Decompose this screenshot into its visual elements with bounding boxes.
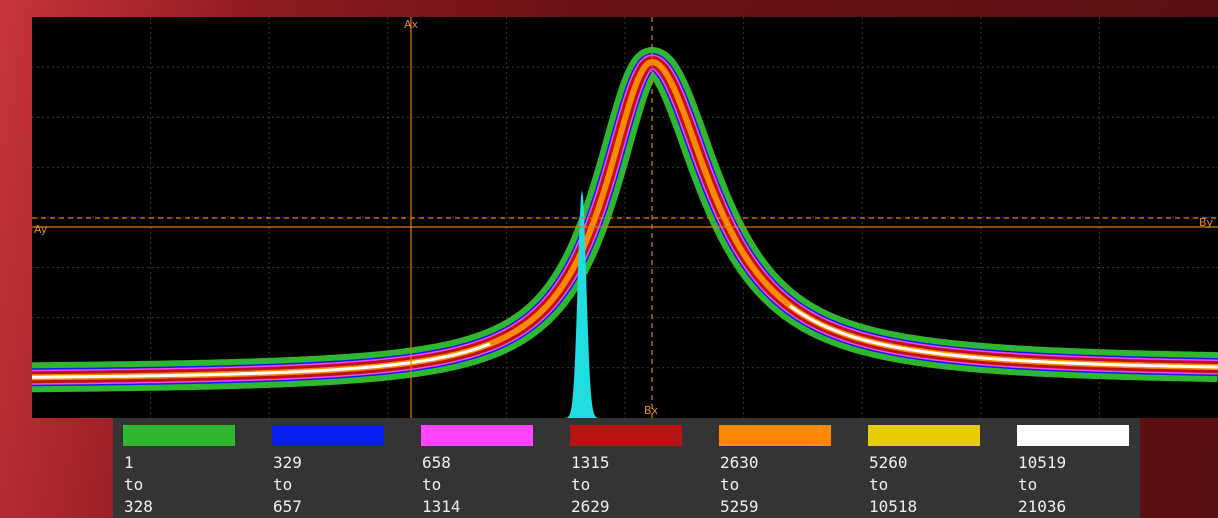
legend-swatch — [719, 425, 831, 446]
legend-from: 329 — [273, 453, 302, 472]
legend-swatch — [123, 425, 235, 446]
legend-to: 10518 — [869, 497, 917, 516]
legend-from: 1315 — [571, 453, 610, 472]
legend-from: 1 — [124, 453, 134, 472]
legend-to-word: to — [720, 475, 739, 494]
cursor-label: By — [1199, 216, 1214, 229]
legend-to-word: to — [273, 475, 292, 494]
legend-from: 5260 — [869, 453, 908, 472]
scope-display: Ax Ay Bx By 1 to 328 329 to 657 658 to 1314 1315 t… — [0, 0, 1218, 518]
cursor-label: Ax — [404, 18, 419, 31]
legend-to: 2629 — [571, 497, 610, 516]
legend-swatch — [272, 425, 384, 446]
legend-to: 328 — [124, 497, 153, 516]
legend-to-word: to — [422, 475, 441, 494]
legend-to: 1314 — [422, 497, 461, 516]
legend-to-word: to — [571, 475, 590, 494]
legend-from: 2630 — [720, 453, 759, 472]
legend-to-word: to — [869, 475, 888, 494]
legend-swatch — [1017, 425, 1129, 446]
legend-swatch — [570, 425, 682, 446]
legend-swatch — [421, 425, 533, 446]
legend-to: 657 — [273, 497, 302, 516]
legend-from: 10519 — [1018, 453, 1066, 472]
legend-to-word: to — [124, 475, 143, 494]
legend-to: 21036 — [1018, 497, 1066, 516]
legend-from: 658 — [422, 453, 451, 472]
legend-swatch — [868, 425, 980, 446]
legend-to: 5259 — [720, 497, 759, 516]
legend-to-word: to — [1018, 475, 1037, 494]
cursor-label: Ay — [34, 223, 48, 236]
page: Ax Ay Bx By 1 to 328 329 to 657 658 to 1314 1315 t… — [0, 0, 1218, 518]
cursor-label: Bx — [644, 404, 659, 417]
